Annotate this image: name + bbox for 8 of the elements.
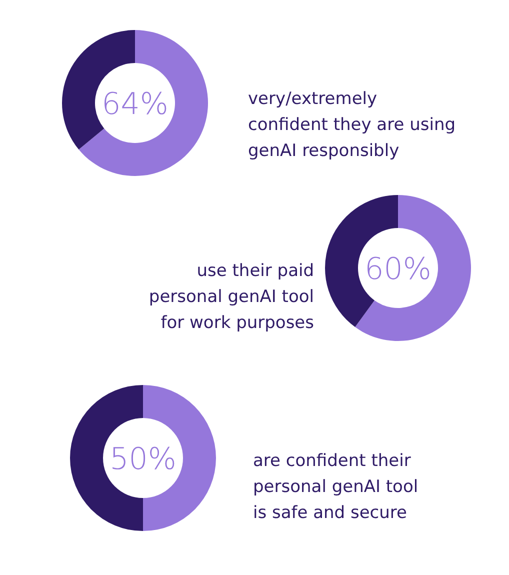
text: are confident their personal genAI tool is safe and secure <box>253 451 418 523</box>
text: use their paid personal genAI tool for work purposes <box>148 261 314 333</box>
data-label: 60% <box>364 252 432 287</box>
text: very/extremely confident they are using genAI responsibly <box>248 89 456 161</box>
donut-slice <box>78 30 208 176</box>
donut-slice <box>355 195 471 341</box>
data-label: 64% <box>102 87 168 122</box>
data-label: 50% <box>110 442 176 477</box>
